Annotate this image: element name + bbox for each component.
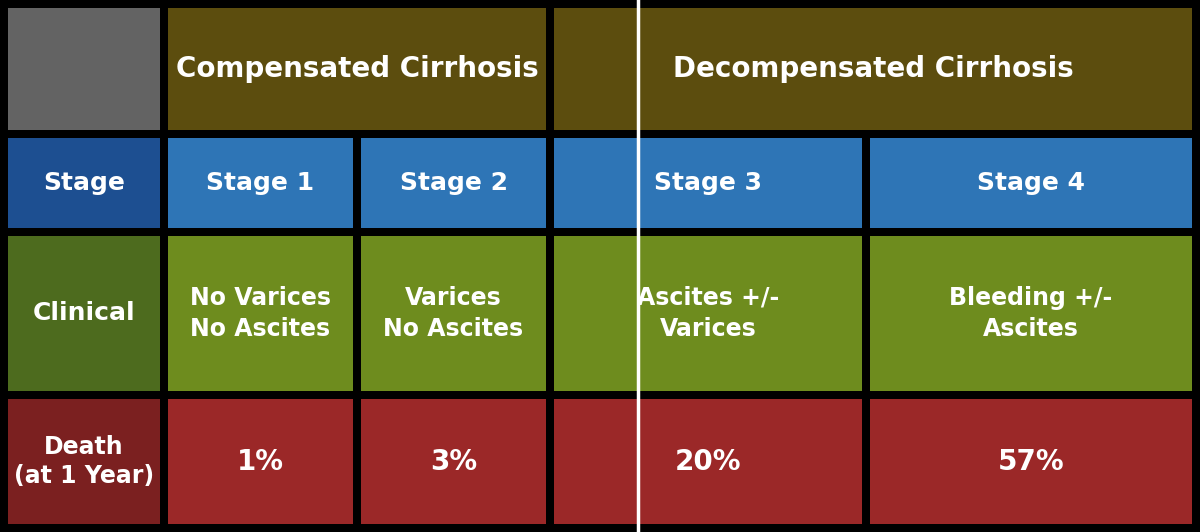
- Text: Death
(at 1 Year): Death (at 1 Year): [14, 435, 154, 488]
- Bar: [8, 8, 160, 130]
- Text: Varices
No Ascites: Varices No Ascites: [384, 286, 523, 342]
- Bar: [554, 138, 862, 228]
- Bar: [870, 399, 1192, 524]
- Bar: [554, 236, 862, 391]
- Bar: [8, 138, 160, 228]
- Bar: [870, 138, 1192, 228]
- Bar: [361, 236, 546, 391]
- Bar: [168, 399, 353, 524]
- Bar: [8, 236, 160, 391]
- Bar: [361, 399, 546, 524]
- Bar: [870, 236, 1192, 391]
- Text: Stage: Stage: [43, 171, 125, 195]
- Text: Stage 3: Stage 3: [654, 171, 762, 195]
- Text: Decompensated Cirrhosis: Decompensated Cirrhosis: [673, 55, 1073, 83]
- Bar: [168, 8, 546, 130]
- Text: No Varices
No Ascites: No Varices No Ascites: [190, 286, 331, 342]
- Bar: [554, 8, 1192, 130]
- Bar: [168, 138, 353, 228]
- Bar: [168, 236, 353, 391]
- Text: Stage 4: Stage 4: [977, 171, 1085, 195]
- Text: Bleeding +/-
Ascites: Bleeding +/- Ascites: [949, 286, 1112, 342]
- Text: Stage 2: Stage 2: [400, 171, 508, 195]
- Text: 3%: 3%: [430, 447, 478, 476]
- Text: Ascites +/-
Varices: Ascites +/- Varices: [637, 286, 779, 342]
- Text: Stage 1: Stage 1: [206, 171, 314, 195]
- Bar: [8, 399, 160, 524]
- Text: 20%: 20%: [674, 447, 742, 476]
- Bar: [361, 138, 546, 228]
- Text: Clinical: Clinical: [32, 302, 136, 326]
- Text: Compensated Cirrhosis: Compensated Cirrhosis: [175, 55, 539, 83]
- Bar: [554, 399, 862, 524]
- Text: 57%: 57%: [997, 447, 1064, 476]
- Text: 1%: 1%: [238, 447, 284, 476]
